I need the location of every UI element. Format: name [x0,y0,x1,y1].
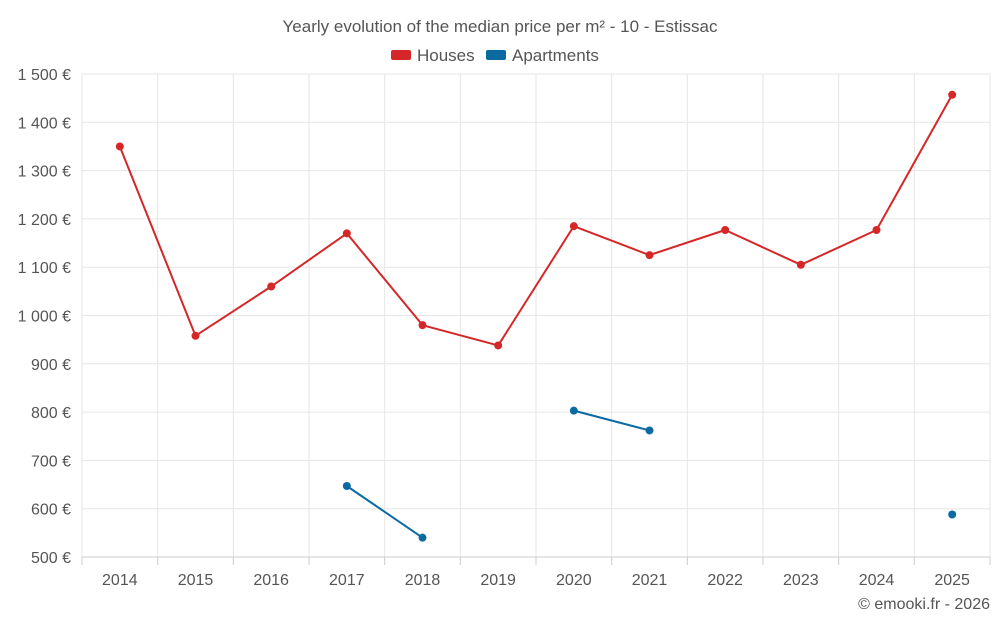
series-line-apartments [346,485,424,539]
x-tick-label: 2016 [253,572,289,589]
y-tick-label: 500 € [31,550,71,567]
y-tick-label: 1 300 € [18,164,71,181]
series-layer [115,90,957,542]
grid-layer [81,73,991,557]
credit-text: © emooki.fr - 2026 [858,596,990,613]
y-tick-label: 1 500 € [18,67,71,84]
y-tick-label: 600 € [31,502,71,519]
x-tick-label: 2021 [632,572,668,589]
legend-label-apartments: Apartments [512,46,599,65]
y-tick-label: 1 400 € [18,115,71,132]
data-point-houses[interactable] [191,331,200,340]
series-line-houses [118,94,954,347]
data-point-houses[interactable] [645,251,654,260]
data-point-apartments[interactable] [948,510,957,519]
y-tick-label: 1 100 € [18,260,71,277]
x-tick-label: 2024 [859,572,895,589]
legend-label-houses: Houses [417,46,475,65]
x-tick-label: 2014 [102,572,138,589]
axis-layer: 500 € 600 € 700 € 800 € 900 € 1 000 € 1 100 € 1… [18,67,991,589]
legend-item-houses[interactable]: Houses [391,46,475,65]
data-point-houses[interactable] [948,90,957,99]
data-point-houses[interactable] [872,226,881,235]
data-point-apartments[interactable] [569,406,578,415]
chart-title: Yearly evolution of the median price per… [283,17,718,36]
data-point-houses[interactable] [115,142,124,151]
x-tick-label: 2015 [178,572,214,589]
y-tick-label: 900 € [31,357,71,374]
data-point-houses[interactable] [569,222,578,231]
x-tick-label: 2023 [783,572,819,589]
data-point-houses[interactable] [494,341,503,350]
data-point-houses[interactable] [267,282,276,291]
data-point-houses[interactable] [342,229,351,238]
y-tick-label: 1 000 € [18,309,71,326]
data-point-houses[interactable] [796,260,805,269]
x-tick-label: 2018 [405,572,441,589]
data-point-houses[interactable] [418,321,427,330]
y-tick-label: 700 € [31,453,71,470]
x-tick-label: 2020 [556,572,592,589]
data-point-apartments[interactable] [342,481,351,490]
legend-item-apartments[interactable]: Apartments [486,46,599,65]
x-tick-label: 2019 [480,572,516,589]
x-tick-label: 2017 [329,572,365,589]
legend-swatch-houses [391,50,411,60]
y-tick-label: 1 200 € [18,212,71,229]
data-point-houses[interactable] [721,226,730,235]
data-point-apartments[interactable] [645,426,654,435]
data-point-apartments[interactable] [418,533,427,542]
legend-swatch-apartments [486,50,506,60]
y-tick-label: 800 € [31,405,71,422]
x-tick-label: 2025 [934,572,970,589]
x-tick-label: 2022 [707,572,743,589]
series-line-apartments [573,409,650,432]
chart-legend: Houses Apartments [391,46,599,65]
